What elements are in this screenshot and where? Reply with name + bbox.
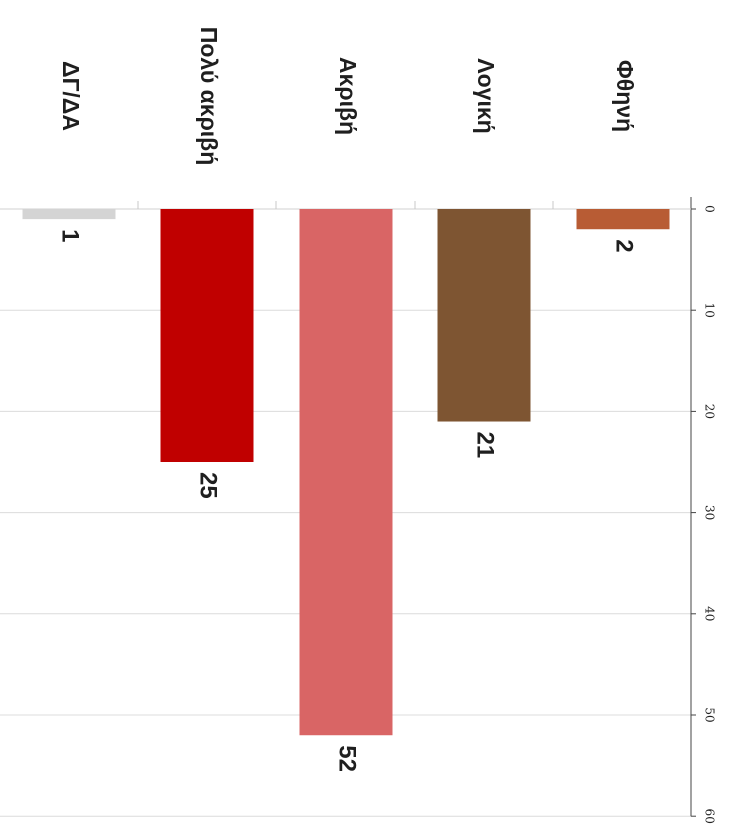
bar (576, 209, 670, 230)
value-label: 2 (611, 239, 638, 252)
tick-label: 0 (703, 205, 717, 213)
tick-label: 50 (703, 707, 717, 722)
tick-label: 60 (703, 809, 717, 824)
value-label: 52 (334, 745, 361, 772)
category-label: Ακριβή (335, 57, 361, 135)
value-label: 25 (195, 472, 222, 499)
tick-label: 10 (703, 303, 717, 318)
category-label: ΔΓ/ΔΑ (58, 61, 84, 131)
bars (22, 209, 670, 736)
bar (160, 209, 254, 462)
category-label: Πολύ ακριβή (196, 27, 222, 166)
bar (437, 209, 531, 422)
bar (299, 209, 393, 736)
value-label: 1 (57, 229, 84, 242)
category-label: Φθηνή (612, 60, 638, 132)
tick-label: 40 (703, 606, 717, 621)
bar (22, 209, 116, 220)
labels: 0 10 20 30 40 50 60 Φθηνή 2 Λογική 21 Ακριβή 52 Πολύ … (57, 27, 717, 824)
value-label: 21 (472, 432, 499, 459)
tick-label: 20 (703, 404, 717, 419)
category-label: Λογική (473, 58, 499, 133)
tick-label: 30 (703, 505, 717, 520)
